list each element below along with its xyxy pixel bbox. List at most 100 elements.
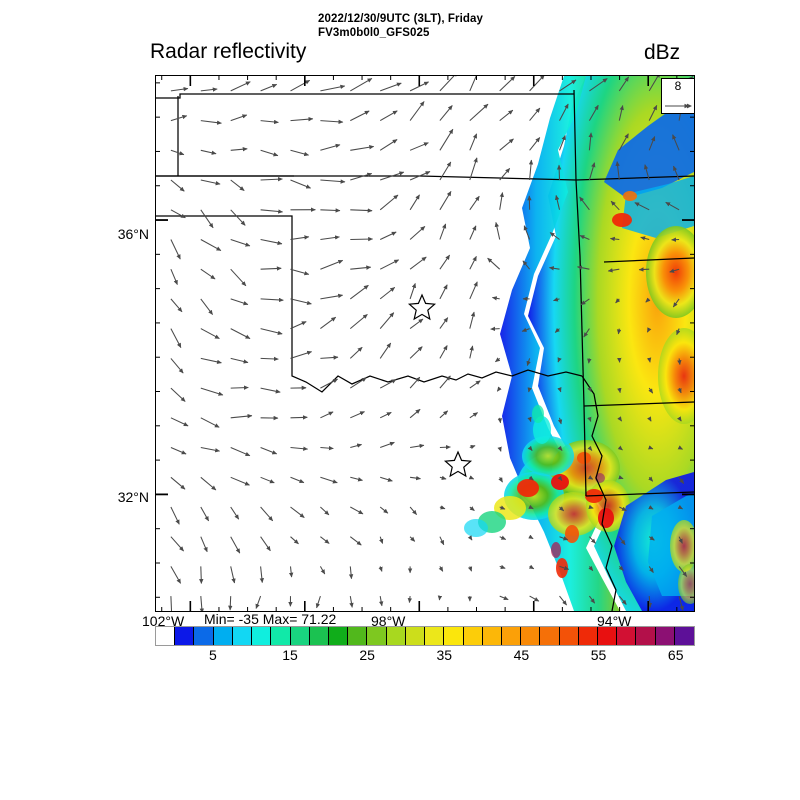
wind-vector bbox=[469, 311, 476, 329]
wind-vector bbox=[409, 536, 416, 542]
wind-vector bbox=[521, 327, 530, 332]
wind-vector bbox=[469, 256, 477, 270]
wind-vector bbox=[439, 410, 449, 419]
wind-vector bbox=[260, 297, 284, 303]
wind-vector bbox=[260, 536, 271, 552]
wind-vector bbox=[200, 506, 210, 522]
colorbar-tick-label: 5 bbox=[208, 647, 217, 663]
wind-vector bbox=[350, 145, 375, 151]
wind-vector bbox=[349, 346, 363, 359]
wind-vector bbox=[618, 133, 629, 151]
wind-vector bbox=[557, 357, 562, 363]
title-datetime: 2022/12/30/9UTC (3LT), Friday bbox=[318, 13, 484, 25]
wind-vector bbox=[577, 265, 590, 270]
colorbar-cell bbox=[463, 627, 483, 645]
wind-vector bbox=[260, 506, 274, 522]
wind-vector bbox=[350, 476, 363, 482]
map-plot-area[interactable] bbox=[155, 75, 695, 612]
wind-vector bbox=[378, 596, 384, 607]
wind-vector bbox=[350, 77, 373, 92]
wind-vector bbox=[230, 385, 249, 390]
colorbar-tick-label: 25 bbox=[359, 647, 375, 663]
wind-vector bbox=[409, 101, 425, 121]
wind-vector bbox=[439, 254, 451, 270]
colorbar[interactable] bbox=[155, 626, 695, 646]
wind-vector bbox=[230, 357, 249, 364]
wind-vector bbox=[320, 355, 339, 360]
wind-vector bbox=[320, 143, 341, 151]
colorbar-cell bbox=[194, 627, 214, 645]
wind-vector bbox=[409, 226, 426, 240]
wind-vector bbox=[469, 506, 475, 512]
lon-label-94w: 94°W bbox=[597, 613, 632, 629]
wind-vector bbox=[618, 76, 630, 92]
wind-vector bbox=[379, 194, 399, 211]
wind-vector bbox=[380, 476, 393, 482]
wind-vector bbox=[583, 328, 590, 338]
wind-vector-field bbox=[170, 76, 694, 611]
wind-vector bbox=[439, 284, 448, 300]
wind-vector bbox=[350, 377, 367, 389]
wind-vector bbox=[350, 411, 365, 419]
wind-vector bbox=[170, 417, 189, 427]
wind-vector bbox=[673, 165, 680, 181]
wind-vector bbox=[200, 328, 220, 340]
wind-vector bbox=[528, 534, 534, 540]
wind-vector bbox=[260, 149, 279, 157]
wind-vector bbox=[320, 293, 344, 300]
wind-vector bbox=[230, 566, 236, 584]
wind-vector bbox=[350, 236, 374, 242]
wind-vector bbox=[617, 445, 623, 451]
colorbar-cell bbox=[655, 627, 675, 645]
wind-vector bbox=[409, 408, 421, 419]
wind-vector bbox=[556, 164, 562, 181]
wind-vector bbox=[230, 476, 250, 486]
wind-vector bbox=[647, 596, 653, 608]
wind-vector bbox=[290, 298, 312, 306]
colorbar-tick-label: 45 bbox=[513, 647, 530, 663]
wind-vector bbox=[170, 358, 184, 374]
wind-vector bbox=[409, 194, 420, 211]
colorbar-cell bbox=[405, 627, 426, 645]
wind-vector bbox=[439, 475, 447, 480]
wind-vector bbox=[200, 120, 222, 125]
wind-vector bbox=[290, 446, 309, 451]
wind-vector bbox=[230, 413, 253, 419]
star-marker-north bbox=[407, 293, 437, 321]
wind-vector bbox=[260, 176, 283, 182]
wind-vector bbox=[528, 564, 535, 570]
wind-vector bbox=[290, 321, 307, 330]
wind-vector bbox=[618, 565, 624, 571]
wind-vector bbox=[499, 505, 506, 510]
wind-vector bbox=[588, 504, 594, 509]
wind-vector bbox=[559, 79, 577, 92]
wind-vector bbox=[380, 82, 402, 92]
title-model-id: FV3m0b0l0_GFS025 bbox=[318, 27, 430, 39]
wind-vector bbox=[468, 475, 475, 480]
wind-vector bbox=[200, 476, 217, 491]
arrow-right-icon bbox=[665, 102, 693, 110]
wind-vector bbox=[580, 298, 590, 306]
wind-vector bbox=[677, 358, 682, 366]
wind-vector bbox=[439, 536, 445, 546]
wind-vector bbox=[615, 298, 621, 304]
wind-vector bbox=[320, 411, 334, 419]
wind-vector bbox=[170, 268, 178, 285]
wind-vector bbox=[230, 536, 241, 554]
wind-vector bbox=[315, 595, 321, 609]
wind-vector bbox=[522, 260, 531, 270]
lon-label-102w: 102°W bbox=[142, 613, 185, 629]
colorbar-cell bbox=[386, 627, 406, 645]
wind-vector bbox=[559, 103, 569, 121]
wind-vector bbox=[199, 566, 204, 584]
wind-vector bbox=[588, 132, 593, 151]
wind-vector bbox=[439, 105, 453, 121]
wind-vector bbox=[548, 266, 560, 271]
wind-vector bbox=[379, 110, 398, 122]
wind-vector bbox=[646, 357, 652, 363]
units-label: dBz bbox=[644, 41, 681, 64]
wind-vector bbox=[646, 327, 652, 333]
wind-vector bbox=[410, 443, 425, 449]
station-markers bbox=[407, 293, 473, 478]
wind-vector bbox=[677, 445, 683, 450]
